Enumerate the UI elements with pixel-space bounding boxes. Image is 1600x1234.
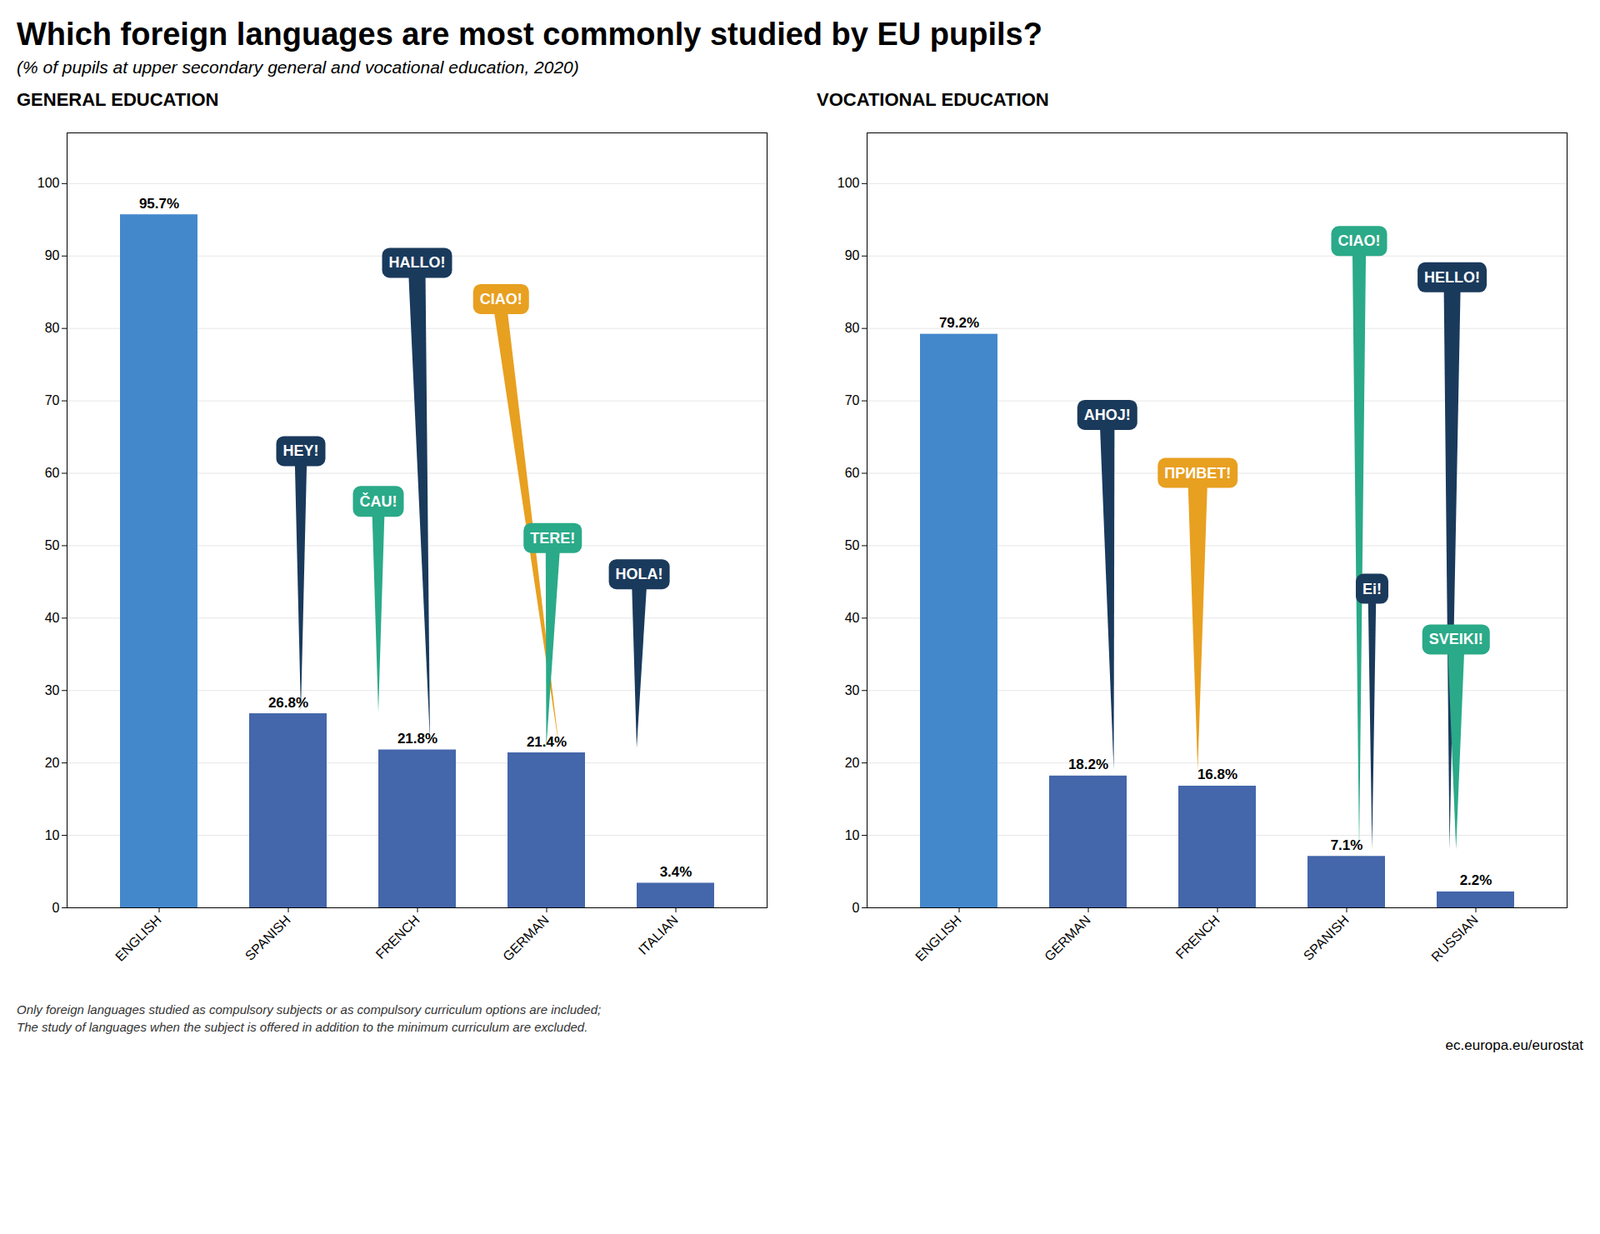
svg-text:60: 60 bbox=[45, 465, 60, 480]
svg-text:ČAU!: ČAU! bbox=[360, 492, 398, 510]
svg-text:FRENCH: FRENCH bbox=[373, 912, 423, 962]
svg-text:ENGLISH: ENGLISH bbox=[912, 912, 965, 965]
svg-text:SPANISH: SPANISH bbox=[242, 912, 294, 964]
svg-text:40: 40 bbox=[45, 610, 60, 625]
svg-text:40: 40 bbox=[845, 610, 860, 625]
svg-text:21.4%: 21.4% bbox=[526, 734, 567, 750]
svg-text:21.8%: 21.8% bbox=[397, 730, 438, 747]
svg-text:7.1%: 7.1% bbox=[1330, 837, 1364, 854]
svg-text:HOLA!: HOLA! bbox=[615, 565, 664, 583]
svg-text:79.2%: 79.2% bbox=[939, 315, 980, 331]
svg-text:3.4%: 3.4% bbox=[660, 864, 693, 880]
svg-text:30: 30 bbox=[845, 683, 860, 698]
svg-text:50: 50 bbox=[45, 538, 60, 553]
svg-text:ПРИВЕТ!: ПРИВЕТ! bbox=[1164, 465, 1231, 482]
svg-text:CIAO!: CIAO! bbox=[480, 290, 523, 308]
svg-text:100: 100 bbox=[837, 175, 860, 190]
svg-text:AHOJ!: AHOJ! bbox=[1084, 406, 1131, 424]
svg-text:HEY!: HEY! bbox=[282, 442, 319, 460]
svg-text:10: 10 bbox=[845, 828, 860, 843]
svg-text:50: 50 bbox=[845, 538, 860, 553]
svg-text:ENGLISH: ENGLISH bbox=[112, 912, 165, 965]
html-text:The study of languages when th: The study of languages when the subject … bbox=[16, 1020, 588, 1035]
html-text:VOCATIONAL EDUCATION: VOCATIONAL EDUCATION bbox=[816, 89, 1049, 110]
svg-text:SVEIKI!: SVEIKI! bbox=[1429, 630, 1484, 648]
svg-text:20: 20 bbox=[845, 755, 860, 770]
svg-text:90: 90 bbox=[45, 248, 60, 263]
svg-text:95.7%: 95.7% bbox=[139, 195, 180, 212]
svg-text:0: 0 bbox=[852, 900, 860, 915]
svg-text:30: 30 bbox=[45, 683, 60, 698]
svg-text:90: 90 bbox=[845, 248, 860, 263]
svg-text:0: 0 bbox=[52, 900, 60, 915]
svg-text:2.2%: 2.2% bbox=[1460, 872, 1493, 889]
svg-text:ITALIAN: ITALIAN bbox=[635, 912, 681, 958]
html-text:Which foreign languages are mo: Which foreign languages are most commonl… bbox=[16, 16, 1043, 52]
svg-text:CIAO!: CIAO! bbox=[1338, 232, 1381, 250]
svg-text:TERE!: TERE! bbox=[530, 530, 575, 547]
svg-text:FRENCH: FRENCH bbox=[1173, 912, 1223, 962]
svg-text:80: 80 bbox=[845, 320, 860, 335]
svg-text:16.8%: 16.8% bbox=[1197, 766, 1238, 783]
svg-text:HALLO!: HALLO! bbox=[389, 254, 446, 271]
html-text:(% of pupils at upper secondar: (% of pupils at upper secondary general … bbox=[16, 57, 579, 77]
svg-text:26.8%: 26.8% bbox=[268, 695, 309, 711]
svg-text:60: 60 bbox=[845, 465, 860, 480]
html-text:GENERAL EDUCATION: GENERAL EDUCATION bbox=[16, 89, 219, 110]
svg-text:70: 70 bbox=[45, 393, 60, 408]
html-text:ec.europa.eu/eurostat: ec.europa.eu/eurostat bbox=[1445, 1037, 1584, 1054]
svg-text:SPANISH: SPANISH bbox=[1300, 912, 1352, 964]
svg-text:20: 20 bbox=[45, 755, 60, 770]
svg-text:RUSSIAN: RUSSIAN bbox=[1428, 912, 1480, 965]
svg-text:70: 70 bbox=[845, 393, 860, 408]
svg-text:GERMAN: GERMAN bbox=[1041, 912, 1094, 965]
svg-text:HELLO!: HELLO! bbox=[1424, 269, 1480, 286]
svg-text:100: 100 bbox=[37, 175, 60, 190]
svg-text:10: 10 bbox=[45, 828, 60, 843]
svg-text:Ei!: Ei! bbox=[1362, 580, 1382, 598]
svg-text:18.2%: 18.2% bbox=[1068, 756, 1109, 773]
svg-text:80: 80 bbox=[45, 320, 60, 335]
svg-text:GERMAN: GERMAN bbox=[500, 912, 552, 965]
html-text:Only foreign languages studied: Only foreign languages studied as compul… bbox=[16, 1002, 601, 1017]
